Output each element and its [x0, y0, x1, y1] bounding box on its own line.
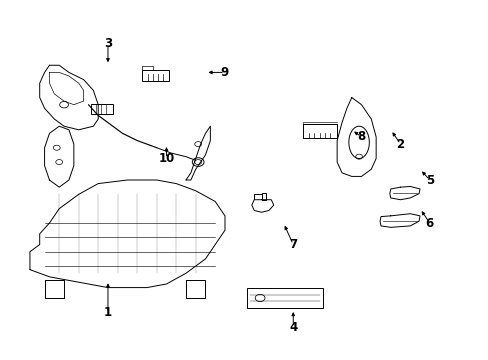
Bar: [142, 70, 168, 81]
Text: 7: 7: [288, 238, 297, 251]
Polygon shape: [389, 186, 419, 200]
Text: 10: 10: [158, 152, 174, 165]
Text: 9: 9: [221, 66, 229, 79]
Text: 3: 3: [103, 37, 112, 50]
Polygon shape: [379, 214, 419, 227]
Text: 4: 4: [288, 320, 297, 333]
Text: 2: 2: [396, 138, 404, 150]
Text: 5: 5: [425, 174, 433, 186]
Ellipse shape: [348, 126, 368, 158]
Text: 6: 6: [425, 216, 433, 230]
Text: 8: 8: [357, 130, 365, 144]
Bar: [246, 288, 322, 309]
Bar: [303, 124, 336, 138]
Text: 1: 1: [103, 306, 112, 319]
Bar: [91, 104, 113, 114]
